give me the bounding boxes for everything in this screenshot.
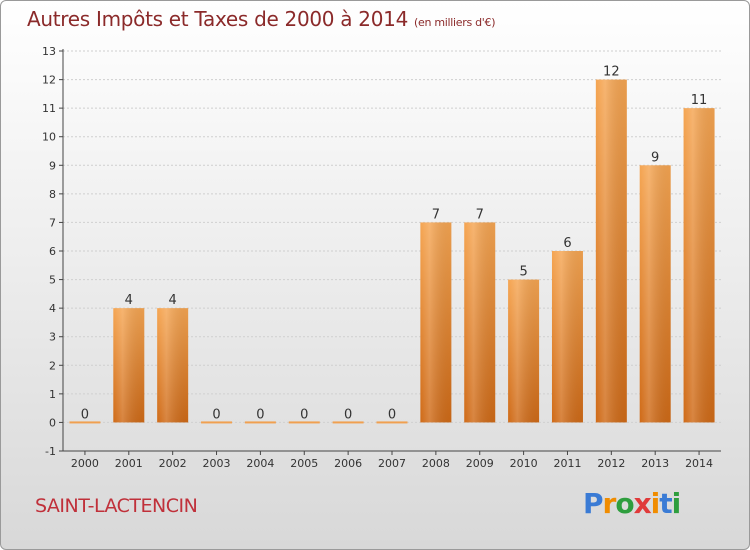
y-tick-label: 6 [49, 245, 56, 258]
bar-shine [464, 222, 496, 423]
data-label: 11 [691, 93, 708, 108]
data-label: 4 [125, 293, 133, 308]
y-tick-label: 9 [49, 159, 56, 172]
bar [244, 421, 276, 424]
logo-letter: o [615, 487, 634, 520]
bar [201, 421, 233, 424]
logo-letter: t [659, 487, 672, 520]
bar [332, 421, 364, 424]
data-label: 4 [169, 293, 177, 308]
x-tick-label: 2002 [159, 457, 187, 470]
y-tick-label: 3 [49, 331, 56, 344]
x-tick-label: 2011 [553, 457, 581, 470]
y-tick-label: 0 [49, 416, 56, 429]
data-label: 5 [519, 265, 527, 280]
x-tick-label: 2008 [422, 457, 450, 470]
bar-shine [639, 165, 671, 423]
x-tick-label: 2004 [246, 457, 274, 470]
y-tick-label: 13 [42, 45, 56, 58]
x-tick-label: 2010 [510, 457, 538, 470]
bar-shine [113, 308, 145, 423]
y-tick-label: 4 [49, 302, 56, 315]
x-tick-label: 2014 [685, 457, 713, 470]
bar [376, 421, 408, 424]
x-tick-label: 2009 [466, 457, 494, 470]
y-tick-label: 1 [49, 388, 56, 401]
chart-title: Autres Impôts et Taxes de 2000 à 2014 (en… [27, 7, 495, 31]
logo-letter: i [650, 487, 661, 520]
logo-letter: i [671, 487, 682, 520]
x-tick-label: 2001 [115, 457, 143, 470]
y-tick-label: 5 [49, 274, 56, 287]
data-label: 0 [256, 407, 264, 422]
y-tick-label: -1 [45, 445, 56, 458]
logo-letter: P [583, 487, 604, 520]
bar-shine [420, 222, 452, 423]
bar [288, 421, 320, 424]
x-tick-label: 2003 [203, 457, 231, 470]
data-label: 7 [432, 207, 440, 222]
y-tick-label: 10 [42, 131, 56, 144]
logo-letter: x [633, 487, 652, 520]
data-label: 0 [388, 407, 396, 422]
data-label: 0 [300, 407, 308, 422]
data-label: 0 [212, 407, 220, 422]
logo-letter: r [602, 487, 617, 520]
x-tick-label: 2007 [378, 457, 406, 470]
commune-name: SAINT-LACTENCIN [35, 495, 198, 517]
proxiti-logo: Proxiti [583, 487, 682, 520]
chart-title-text: Autres Impôts et Taxes de 2000 à 2014 [27, 7, 408, 31]
data-label: 12 [603, 65, 620, 80]
x-tick-label: 2013 [641, 457, 669, 470]
bar-shine [508, 279, 540, 423]
bar [69, 421, 101, 424]
data-label: 7 [476, 207, 484, 222]
bar-shine [551, 251, 583, 423]
bar-shine [683, 108, 715, 423]
x-tick-label: 2012 [597, 457, 625, 470]
data-label: 0 [81, 407, 89, 422]
y-tick-label: 7 [49, 216, 56, 229]
y-tick-label: 11 [42, 102, 56, 115]
chart-unit-note: (en milliers d'€) [414, 16, 496, 29]
bar-shine [157, 308, 189, 423]
data-label: 9 [651, 150, 659, 165]
x-tick-label: 2006 [334, 457, 362, 470]
y-tick-label: 8 [49, 188, 56, 201]
x-tick-label: 2000 [71, 457, 99, 470]
data-label: 0 [344, 407, 352, 422]
x-tick-label: 2005 [290, 457, 318, 470]
y-tick-label: 2 [49, 359, 56, 372]
y-tick-label: 12 [42, 74, 56, 87]
bar-shine [595, 79, 627, 423]
data-label: 6 [563, 236, 571, 251]
